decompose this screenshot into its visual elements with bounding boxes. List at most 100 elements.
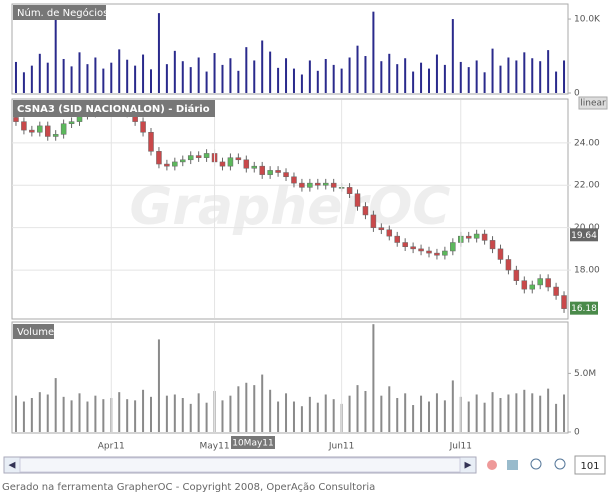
x-tick-label: Apr11	[98, 442, 125, 452]
candle-body	[172, 161, 178, 167]
candle-body	[521, 280, 528, 290]
bar	[118, 49, 121, 93]
bar	[340, 68, 343, 93]
bar	[189, 67, 192, 93]
bar	[531, 393, 534, 432]
bar	[78, 393, 81, 432]
candle-body	[322, 182, 329, 186]
zoom-out-icon[interactable]	[554, 458, 566, 470]
bar	[396, 64, 399, 93]
candle-body	[418, 248, 424, 252]
scale-label[interactable]: linear	[580, 99, 606, 109]
bar	[102, 399, 105, 432]
bar	[14, 61, 17, 93]
zoom-box[interactable]	[574, 455, 606, 475]
watermark: GrapherOC	[130, 177, 451, 237]
y-tick-label: 20.00	[574, 223, 600, 233]
bar	[134, 65, 137, 93]
candle-body	[299, 182, 305, 188]
bar	[483, 402, 486, 432]
bar	[142, 389, 145, 432]
bar	[261, 40, 264, 93]
candle-body	[60, 123, 67, 135]
bar	[173, 394, 176, 432]
bar	[30, 65, 33, 93]
bar	[435, 393, 438, 432]
zoom-in-icon[interactable]	[530, 458, 542, 470]
zoom-value[interactable]: 101	[580, 461, 599, 472]
candle-body	[537, 278, 543, 286]
bar	[507, 57, 510, 93]
candle-body	[505, 259, 512, 271]
tool-icon[interactable]	[487, 460, 497, 470]
x-tick-label: Jun11	[328, 442, 355, 452]
price-marker-label: 16.18	[571, 304, 597, 314]
candle-body	[227, 157, 234, 167]
bar	[126, 399, 129, 432]
bar	[443, 400, 446, 432]
bar	[197, 57, 200, 93]
bar	[507, 394, 510, 432]
bar	[86, 64, 89, 93]
bar	[62, 396, 65, 432]
bar	[491, 48, 494, 93]
bar	[245, 47, 248, 93]
candle-body	[164, 163, 170, 167]
candle-body	[251, 165, 258, 169]
candle-body	[346, 187, 353, 194]
bar	[269, 51, 272, 93]
bar	[483, 72, 486, 93]
bar	[46, 62, 49, 93]
volume-panel	[11, 321, 569, 434]
candle-body	[29, 129, 35, 133]
scroll-left[interactable]: ◀	[9, 461, 16, 471]
candle-body	[450, 242, 456, 252]
bar	[404, 58, 407, 93]
bar	[253, 60, 256, 93]
bar	[380, 61, 383, 93]
candle-body	[354, 193, 361, 207]
bar	[70, 66, 73, 93]
candle-body	[410, 246, 416, 250]
bar	[332, 399, 335, 432]
candle-body	[275, 170, 281, 173]
panel-title: CSNA3 (SID NACIONALON) - Diário	[17, 103, 210, 115]
bar	[261, 374, 264, 432]
bar	[420, 395, 423, 432]
candle-body	[283, 172, 289, 178]
bar	[332, 64, 335, 93]
tool-icon[interactable]	[507, 460, 518, 470]
footer: Gerado na ferramenta GrapherOC - Copyrig…	[2, 482, 375, 493]
bar	[205, 71, 208, 93]
candle-body	[330, 182, 337, 188]
bar	[324, 58, 327, 93]
bar	[420, 62, 423, 93]
bar	[94, 395, 97, 432]
candle-body	[370, 214, 377, 228]
bar	[475, 394, 478, 432]
price-panel	[11, 98, 569, 320]
bar	[563, 60, 566, 93]
bar	[380, 395, 383, 432]
candle-body	[362, 206, 369, 216]
bar	[435, 54, 438, 93]
scroll-thumb[interactable]	[19, 457, 461, 473]
candle-body	[315, 182, 321, 186]
bar	[221, 64, 224, 93]
bar	[213, 53, 216, 93]
bar	[499, 398, 502, 432]
bar	[285, 58, 288, 93]
candle-body	[243, 159, 250, 169]
bar	[245, 382, 248, 432]
bar	[292, 68, 295, 93]
bar	[515, 393, 518, 432]
y-tick-label: 5.0M	[574, 369, 596, 379]
bar	[189, 403, 192, 432]
cursor-label: 10May11	[232, 439, 274, 449]
scroll-right[interactable]: ▶	[465, 461, 472, 471]
scale-button[interactable]	[578, 96, 608, 110]
bar	[94, 57, 97, 93]
candle-body	[219, 161, 226, 167]
candle-body	[44, 125, 51, 137]
